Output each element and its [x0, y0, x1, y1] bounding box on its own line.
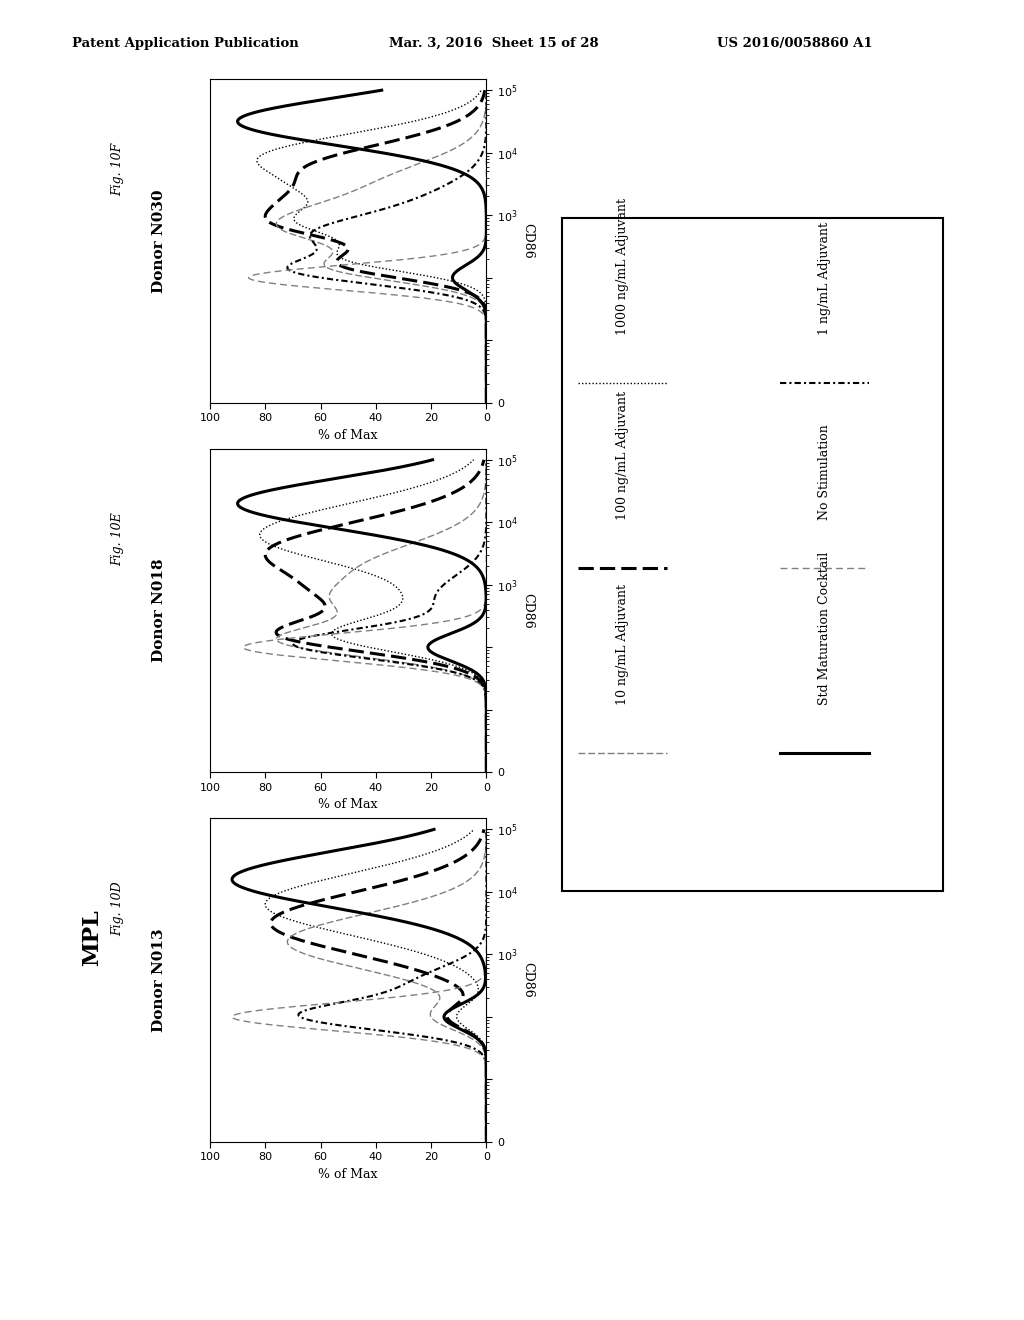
Text: 100 ng/mL Adjuvant: 100 ng/mL Adjuvant — [615, 391, 629, 520]
Y-axis label: CD86: CD86 — [521, 593, 535, 628]
Text: Patent Application Publication: Patent Application Publication — [72, 37, 298, 50]
X-axis label: % of Max: % of Max — [318, 429, 378, 442]
Text: No Stimulation: No Stimulation — [818, 424, 831, 520]
Text: Mar. 3, 2016  Sheet 15 of 28: Mar. 3, 2016 Sheet 15 of 28 — [389, 37, 599, 50]
Text: Donor N030: Donor N030 — [152, 189, 166, 293]
Text: Fig. 10E: Fig. 10E — [112, 512, 124, 566]
Text: Fig. 10F: Fig. 10F — [112, 143, 124, 197]
X-axis label: % of Max: % of Max — [318, 799, 378, 812]
Text: 1000 ng/mL Adjuvant: 1000 ng/mL Adjuvant — [615, 198, 629, 335]
Text: Fig. 10D: Fig. 10D — [112, 882, 124, 936]
X-axis label: % of Max: % of Max — [318, 1168, 378, 1181]
Y-axis label: CD86: CD86 — [521, 223, 535, 259]
Text: Donor N018: Donor N018 — [152, 558, 166, 663]
Text: US 2016/0058860 A1: US 2016/0058860 A1 — [717, 37, 872, 50]
Text: MPL: MPL — [81, 909, 103, 965]
Text: Donor N013: Donor N013 — [152, 928, 166, 1032]
Text: Std Maturation Cocktail: Std Maturation Cocktail — [818, 552, 831, 705]
Y-axis label: CD86: CD86 — [521, 962, 535, 998]
Text: 1 ng/mL Adjuvant: 1 ng/mL Adjuvant — [818, 222, 831, 335]
Text: 10 ng/mL Adjuvant: 10 ng/mL Adjuvant — [615, 585, 629, 705]
